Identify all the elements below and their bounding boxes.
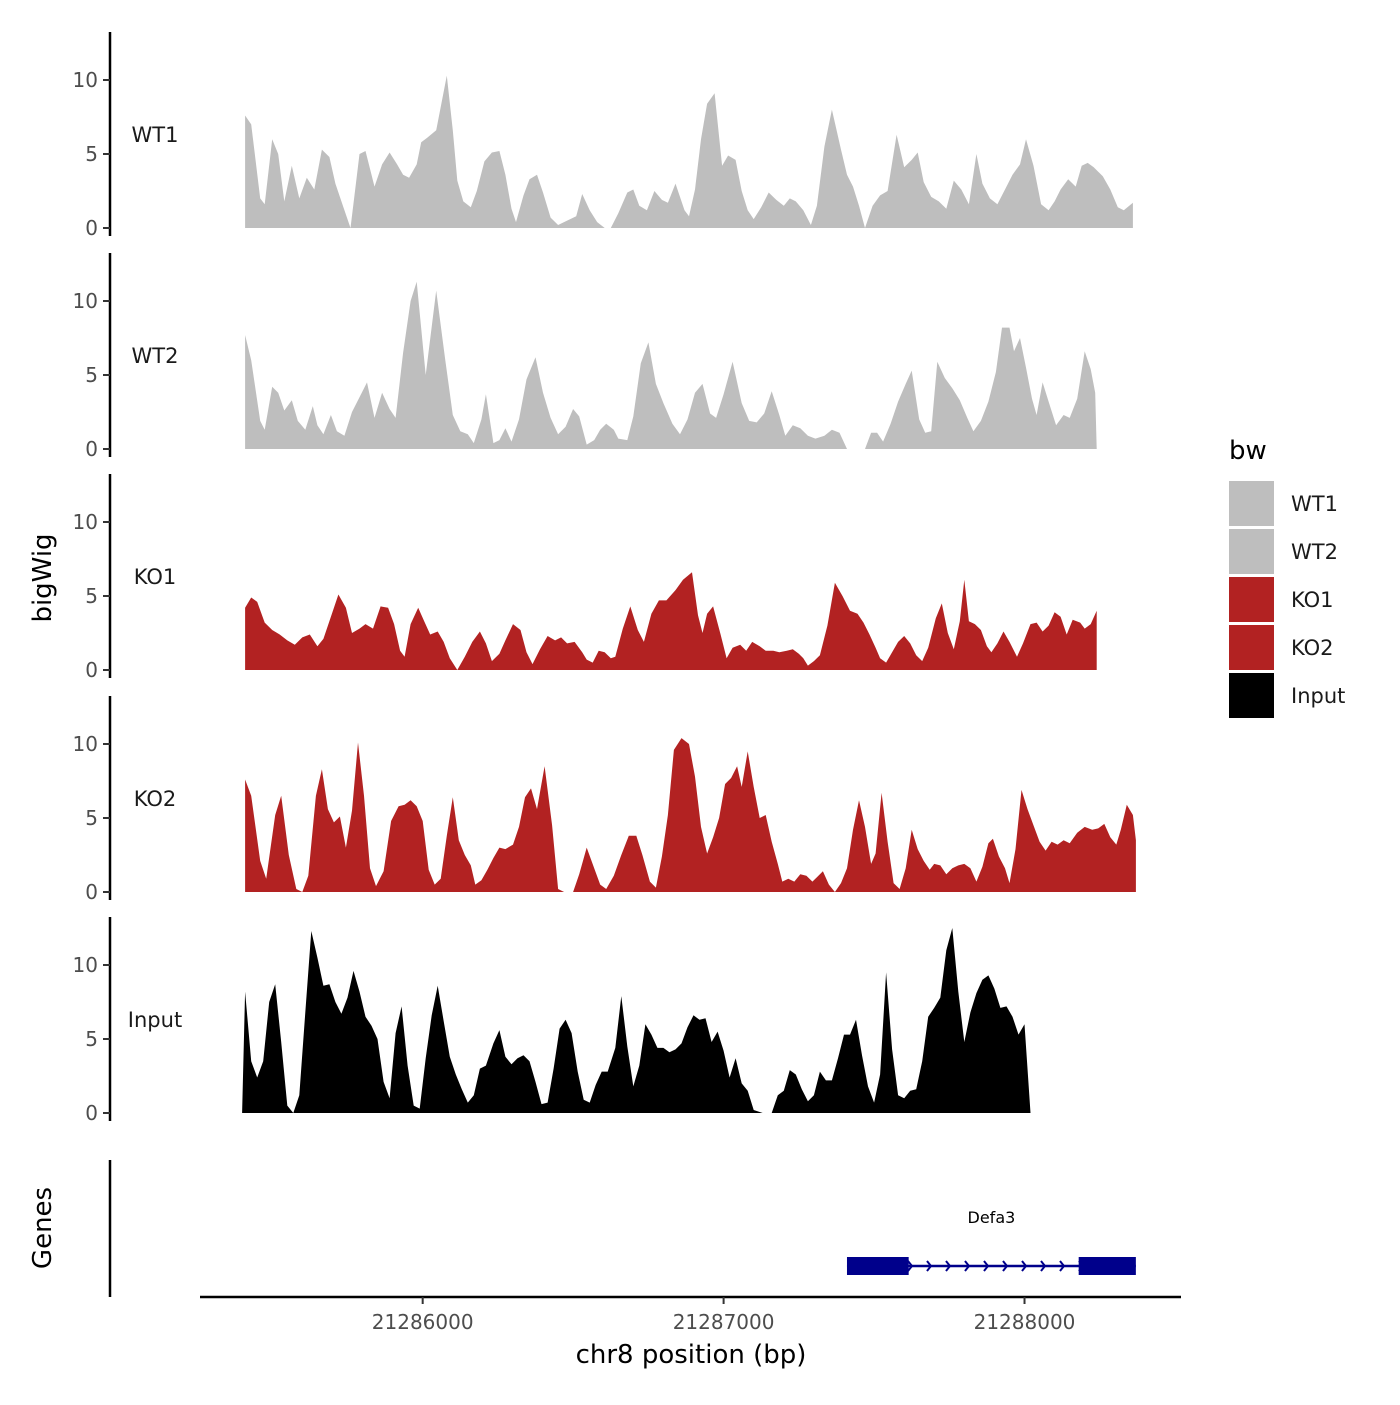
track-input: 0 5 10 Input (73, 917, 1031, 1125)
coverage-area (245, 738, 1136, 892)
y-tick-label: 5 (85, 1027, 98, 1051)
legend-swatch (1229, 529, 1274, 574)
strand-arrow (983, 1260, 990, 1272)
x-tick-label: 21288000 (974, 1310, 1076, 1334)
y-tick-label: 10 (73, 68, 98, 92)
y-tick-label: 0 (85, 437, 98, 461)
x-tick-label: 21286000 (372, 1310, 474, 1334)
strand-arrow (1059, 1260, 1066, 1272)
y-tick-label: 10 (73, 510, 98, 534)
y-tick-label: 0 (85, 1101, 98, 1125)
strand-arrow (1040, 1260, 1047, 1272)
track-wt1: 0 5 10 WT1 (73, 32, 1133, 240)
coverage-area (245, 75, 605, 228)
coverage-area (865, 327, 1097, 449)
gene-exon (1078, 1257, 1136, 1275)
track-label: WT2 (132, 344, 179, 368)
coverage-area (242, 931, 763, 1113)
gene-name-label: Defa3 (968, 1208, 1016, 1227)
genes-axis-title: Genes (28, 1187, 58, 1269)
coverage-area (610, 93, 1133, 228)
strand-arrow (907, 1260, 914, 1272)
y-tick-label: 0 (85, 216, 98, 240)
coverage-area (771, 928, 1031, 1113)
gene-exon (846, 1257, 909, 1275)
coverage-area (245, 572, 1097, 670)
legend: bw WT1 WT2 KO1 KO2 Input (1229, 436, 1345, 718)
legend-label: KO1 (1291, 588, 1334, 612)
track-label: Input (128, 1008, 182, 1032)
strand-arrow (1002, 1260, 1009, 1272)
legend-swatch (1229, 577, 1274, 622)
track-ko1: 0 5 10 KO1 (73, 474, 1097, 682)
x-axis: 21286000 21287000 21288000 (200, 1295, 1181, 1334)
legend-label: KO2 (1291, 636, 1334, 660)
strand-arrow (945, 1260, 952, 1272)
coverage-tracks: 0 5 10 WT1 0 5 10 WT2 0 5 10 KO1 0 5 10 KO2 0 5 10 Input (73, 32, 1136, 1125)
y-tick-label: 5 (85, 142, 98, 166)
y-tick-label: 5 (85, 363, 98, 387)
legend-label: Input (1291, 684, 1345, 708)
y-tick-label: 5 (85, 806, 98, 830)
coverage-area (245, 281, 860, 449)
y-tick-label: 5 (85, 584, 98, 608)
track-label: KO2 (134, 787, 177, 811)
legend-swatch (1229, 481, 1274, 526)
strand-arrow (926, 1260, 933, 1272)
y-tick-label: 10 (73, 953, 98, 977)
y-tick-label: 0 (85, 880, 98, 904)
genes-track: Defa3 (108, 1160, 1136, 1297)
track-ko2: 0 5 10 KO2 (73, 696, 1136, 904)
strand-arrow (964, 1260, 971, 1272)
track-label: KO1 (134, 565, 177, 589)
track-wt2: 0 5 10 WT2 (73, 253, 1097, 461)
y-tick-label: 0 (85, 658, 98, 682)
legend-label: WT1 (1291, 492, 1338, 516)
legend-swatch (1229, 673, 1274, 718)
track-label: WT1 (132, 123, 179, 147)
y-tick-label: 10 (73, 289, 98, 313)
legend-label: WT2 (1291, 540, 1338, 564)
y-tick-label: 10 (73, 732, 98, 756)
strand-arrow (1021, 1260, 1028, 1272)
x-axis-title: chr8 position (bp) (576, 1340, 807, 1370)
x-tick-label: 21287000 (673, 1310, 775, 1334)
legend-swatch (1229, 625, 1274, 670)
y-axis-title: bigWig (28, 533, 58, 622)
legend-title: bw (1229, 436, 1267, 466)
